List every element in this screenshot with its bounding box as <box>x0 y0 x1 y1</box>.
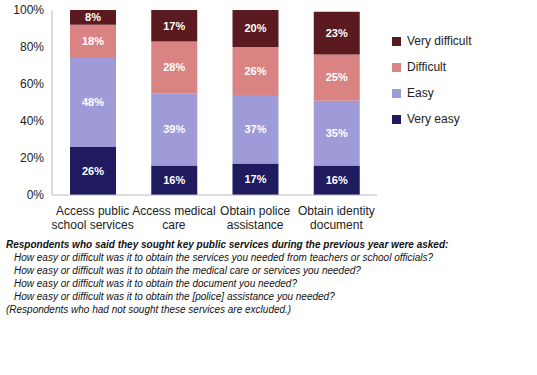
html-text:How easy or difficult was it t: How easy or difficult was it to obtain t… <box>14 265 361 276</box>
svg-text:25%: 25% <box>326 71 348 83</box>
svg-text:26%: 26% <box>82 165 104 177</box>
svg-text:26%: 26% <box>244 65 266 77</box>
svg-text:16%: 16% <box>326 174 348 186</box>
svg-text:0%: 0% <box>27 188 45 202</box>
svg-text:35%: 35% <box>326 127 348 139</box>
svg-text:37%: 37% <box>244 123 266 135</box>
svg-text:80%: 80% <box>20 40 44 54</box>
svg-text:20%: 20% <box>244 22 266 34</box>
html-text:Very easy: Very easy <box>407 112 460 126</box>
svg-text:20%: 20% <box>20 151 44 165</box>
svg-text:Access medicalcare: Access medicalcare <box>132 204 215 232</box>
svg-text:Access publicschool services: Access publicschool services <box>52 204 134 232</box>
html-text:Easy: Easy <box>407 86 434 100</box>
svg-text:Obtain policeassistance: Obtain policeassistance <box>220 204 290 232</box>
html-text:(Respondents who had not sough: (Respondents who had not sought these se… <box>6 304 292 315</box>
html-text:How easy or difficult was it t: How easy or difficult was it to obtain t… <box>14 252 434 263</box>
html-text:Very difficult: Very difficult <box>407 34 472 48</box>
svg-text:17%: 17% <box>163 20 185 32</box>
html-text:Respondents who said they soug: Respondents who said they sought key pub… <box>6 239 449 250</box>
svg-text:23%: 23% <box>326 27 348 39</box>
html-text:Difficult: Difficult <box>407 60 447 74</box>
svg-text:100%: 100% <box>13 3 44 17</box>
svg-text:Obtain identitydocument: Obtain identitydocument <box>298 204 375 232</box>
svg-text:48%: 48% <box>82 96 104 108</box>
svg-text:16%: 16% <box>163 174 185 186</box>
svg-text:28%: 28% <box>163 61 185 73</box>
svg-text:60%: 60% <box>20 77 44 91</box>
svg-text:40%: 40% <box>20 114 44 128</box>
svg-text:17%: 17% <box>244 173 266 185</box>
svg-text:18%: 18% <box>82 35 104 47</box>
svg-text:8%: 8% <box>85 11 101 23</box>
svg-text:39%: 39% <box>163 123 185 135</box>
html-text:How easy or difficult was it t: How easy or difficult was it to obtain t… <box>14 278 297 289</box>
html-text:How easy or difficult was it t: How easy or difficult was it to obtain t… <box>14 291 335 302</box>
